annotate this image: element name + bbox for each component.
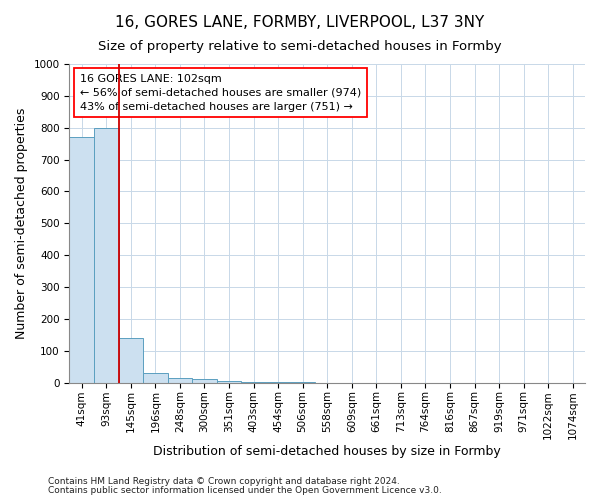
Text: Size of property relative to semi-detached houses in Formby: Size of property relative to semi-detach… bbox=[98, 40, 502, 53]
Bar bbox=[70, 138, 94, 382]
Text: Contains public sector information licensed under the Open Government Licence v3: Contains public sector information licen… bbox=[48, 486, 442, 495]
Bar bbox=[94, 128, 119, 382]
Bar bbox=[119, 338, 143, 382]
Text: 16 GORES LANE: 102sqm
← 56% of semi-detached houses are smaller (974)
43% of sem: 16 GORES LANE: 102sqm ← 56% of semi-deta… bbox=[80, 74, 361, 112]
Y-axis label: Number of semi-detached properties: Number of semi-detached properties bbox=[15, 108, 28, 339]
X-axis label: Distribution of semi-detached houses by size in Formby: Distribution of semi-detached houses by … bbox=[154, 444, 501, 458]
Bar bbox=[217, 381, 241, 382]
Text: 16, GORES LANE, FORMBY, LIVERPOOL, L37 3NY: 16, GORES LANE, FORMBY, LIVERPOOL, L37 3… bbox=[115, 15, 485, 30]
Bar bbox=[143, 373, 167, 382]
Text: Contains HM Land Registry data © Crown copyright and database right 2024.: Contains HM Land Registry data © Crown c… bbox=[48, 477, 400, 486]
Bar bbox=[167, 378, 192, 382]
Bar bbox=[192, 380, 217, 382]
